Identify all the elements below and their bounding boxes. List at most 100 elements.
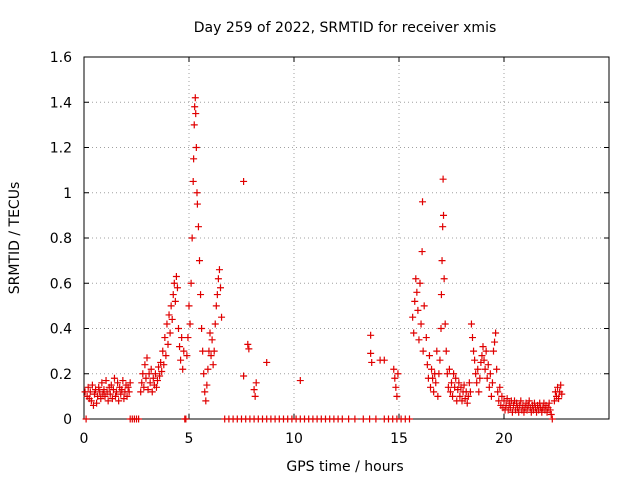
data-point-marker	[434, 392, 442, 400]
x-tick-label: 0	[80, 431, 89, 447]
data-point-marker	[119, 377, 127, 385]
data-point-marker	[440, 211, 448, 219]
data-point-marker	[218, 313, 226, 321]
data-point-marker	[200, 370, 208, 378]
data-point-marker	[163, 320, 171, 328]
data-point-marker	[152, 383, 160, 391]
data-point-marker	[443, 370, 451, 378]
data-point-marker	[484, 361, 492, 369]
data-point-marker	[126, 379, 134, 387]
data-point-marker	[203, 381, 211, 389]
data-point-marker	[168, 315, 176, 323]
data-point-marker	[390, 365, 398, 373]
data-point-marker	[201, 388, 209, 396]
data-point-marker	[193, 189, 201, 197]
data-point-marker	[213, 291, 221, 299]
data-point-marker	[113, 388, 121, 396]
data-point-marker	[394, 370, 402, 378]
data-point-marker	[478, 352, 486, 360]
data-point-marker	[112, 392, 119, 400]
data-point-marker	[144, 386, 152, 394]
data-point-marker	[147, 365, 155, 373]
data-point-marker	[494, 388, 502, 396]
y-tick-labels: 0 0.2 0.4 0.6 0.8 1 1.2 1.4 1.6	[50, 50, 72, 428]
data-point-marker	[179, 365, 187, 373]
data-point-marker	[211, 320, 219, 328]
data-point-marker	[416, 279, 424, 287]
data-point-marker	[190, 121, 198, 129]
data-point-marker	[173, 284, 181, 292]
data-point-marker	[212, 302, 220, 310]
data-point-marker	[175, 325, 182, 332]
data-point-marker	[178, 334, 186, 342]
data-point-marker	[171, 297, 179, 305]
data-point-marker	[87, 397, 95, 405]
data-point-marker	[442, 347, 450, 355]
data-point-marker	[155, 363, 163, 371]
data-point-marker	[164, 340, 172, 348]
data-point-marker	[194, 223, 202, 231]
data-point-marker	[419, 347, 427, 355]
data-point-marker	[104, 397, 112, 405]
data-point-marker	[184, 334, 192, 342]
data-point-marker	[479, 343, 487, 351]
data-point-marker	[430, 388, 438, 396]
data-point-marker	[214, 275, 222, 283]
data-point-marker	[555, 395, 563, 403]
data-point-marker	[191, 94, 199, 102]
data-point-marker	[418, 248, 426, 256]
data-point-marker	[547, 410, 555, 418]
data-point-marker	[176, 343, 184, 351]
data-point-marker	[498, 392, 506, 400]
data-point-marker	[474, 365, 482, 373]
data-point-marker	[433, 347, 441, 355]
data-point-marker	[423, 361, 431, 369]
data-point-marker	[199, 347, 207, 355]
data-point-marker	[159, 347, 167, 355]
data-point-marker	[97, 395, 105, 403]
data-point-marker	[177, 356, 185, 364]
data-point-marker	[95, 383, 103, 391]
data-point-marker	[525, 397, 533, 405]
data-point-marker	[445, 365, 453, 373]
data-point-marker	[476, 374, 484, 382]
data-point-marker	[102, 377, 110, 385]
data-point-marker	[411, 297, 419, 305]
data-point-marker	[545, 399, 553, 407]
data-point-marker	[393, 392, 401, 400]
y-tick-label: 0	[63, 412, 72, 428]
data-point-marker	[189, 177, 197, 185]
data-point-marker	[491, 338, 499, 346]
data-point-marker	[359, 415, 367, 423]
data-point-marker	[503, 395, 511, 403]
data-point-marker	[449, 392, 457, 400]
data-point-marker	[252, 379, 260, 387]
data-point-marker	[546, 406, 554, 414]
data-point-marker	[125, 388, 133, 396]
data-point-marker	[439, 175, 447, 183]
y-tick-label: 1.2	[50, 141, 72, 157]
data-point-marker	[191, 103, 199, 111]
data-point-marker	[473, 379, 481, 387]
data-point-marker	[82, 415, 90, 423]
data-point-marker	[192, 110, 200, 118]
data-point-marker	[141, 361, 149, 369]
data-point-marker	[170, 279, 178, 287]
data-point-marker	[391, 374, 399, 382]
data-point-marker	[444, 383, 452, 391]
data-point-marker	[420, 302, 428, 310]
data-point-marker	[482, 347, 490, 355]
y-axis-label: SRMTID / TECUs	[7, 182, 23, 295]
data-point-marker	[154, 377, 161, 385]
data-point-marker	[142, 374, 150, 382]
data-point-marker	[496, 383, 504, 391]
data-point-marker	[148, 388, 156, 396]
y-tick-label: 0.4	[50, 322, 72, 338]
data-point-marker	[245, 345, 253, 353]
axis-ticks	[83, 56, 609, 420]
data-point-marker	[448, 379, 455, 387]
data-point-marker	[422, 334, 430, 342]
data-point-marker	[345, 415, 353, 423]
